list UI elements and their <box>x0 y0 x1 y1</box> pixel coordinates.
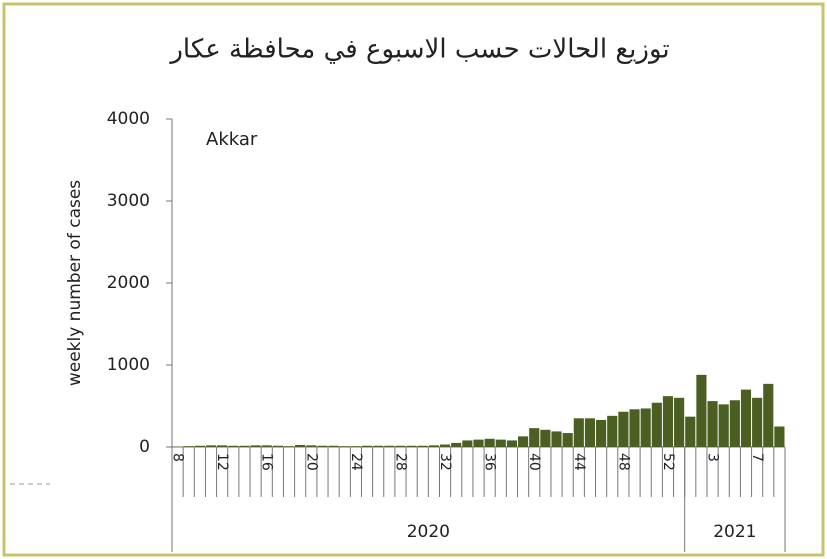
bar <box>250 445 261 447</box>
x-tick-label: 20 <box>303 453 319 471</box>
x-tick-label: 28 <box>392 453 408 471</box>
bar <box>573 418 584 447</box>
bar <box>272 445 283 447</box>
bar <box>339 446 350 447</box>
bar <box>551 431 562 447</box>
bar <box>484 438 495 447</box>
bar <box>462 440 473 447</box>
bar <box>361 445 373 447</box>
y-tick-label: 2000 <box>107 273 150 293</box>
bar <box>562 433 573 447</box>
bar <box>283 446 295 447</box>
bar <box>529 428 540 447</box>
bar <box>295 444 306 447</box>
bar <box>740 389 752 447</box>
y-tick-label: 1000 <box>107 355 150 375</box>
bar <box>607 415 618 447</box>
bar <box>662 396 674 447</box>
bar <box>395 445 406 447</box>
y-tick-label: 0 <box>139 437 150 457</box>
x-tick-label: 32 <box>437 453 453 471</box>
bar <box>428 445 439 447</box>
bar <box>495 439 506 447</box>
chart-title: توزيع الحالات حسب الاسبوع في محافظة عكار <box>168 35 669 65</box>
bar <box>718 404 729 447</box>
x-tick-label: 12 <box>214 453 230 471</box>
annotation: Akkar <box>206 129 258 150</box>
bar <box>328 445 339 447</box>
bar <box>506 440 518 447</box>
bar <box>774 426 785 447</box>
x-tick-label: 36 <box>482 453 498 471</box>
bar <box>584 418 596 447</box>
bar <box>596 419 607 447</box>
bar <box>696 374 707 447</box>
bar <box>317 445 328 447</box>
bar <box>618 411 629 447</box>
bar <box>261 445 272 447</box>
bar <box>729 400 740 447</box>
bar <box>194 445 205 447</box>
bar <box>406 445 417 447</box>
group-label: 2021 <box>713 522 756 542</box>
y-axis-label: weekly number of cases <box>65 180 85 386</box>
bar <box>384 445 395 447</box>
bar <box>451 442 462 447</box>
bar <box>350 446 361 447</box>
bar <box>228 445 239 447</box>
bar <box>439 444 451 447</box>
x-tick-label: 44 <box>571 453 587 471</box>
x-tick-label: 3 <box>705 453 721 462</box>
bar <box>417 445 428 447</box>
x-tick-label: 48 <box>615 453 631 471</box>
bar <box>183 446 194 447</box>
bar <box>473 439 484 447</box>
bar <box>629 409 640 447</box>
bar <box>640 408 651 447</box>
bar <box>205 445 217 447</box>
x-tick-label: 52 <box>660 453 676 471</box>
bar <box>763 383 774 447</box>
y-tick-label: 4000 <box>107 109 150 129</box>
group-label: 2020 <box>407 522 450 542</box>
bar <box>685 416 696 447</box>
bar <box>752 397 763 447</box>
bar <box>217 445 228 447</box>
bar <box>674 397 685 447</box>
x-tick-label: 40 <box>526 453 542 471</box>
x-tick-label: 7 <box>749 453 765 462</box>
bar <box>239 445 250 447</box>
x-tick-label: 16 <box>259 453 275 471</box>
bar <box>373 445 384 447</box>
x-tick-label: 8 <box>170 453 186 462</box>
x-tick-label: 24 <box>348 453 364 471</box>
bar <box>540 429 551 447</box>
bar <box>518 436 529 447</box>
bar <box>651 402 662 447</box>
y-tick-label: 3000 <box>107 191 150 211</box>
bar <box>707 401 718 447</box>
bar <box>306 445 317 447</box>
